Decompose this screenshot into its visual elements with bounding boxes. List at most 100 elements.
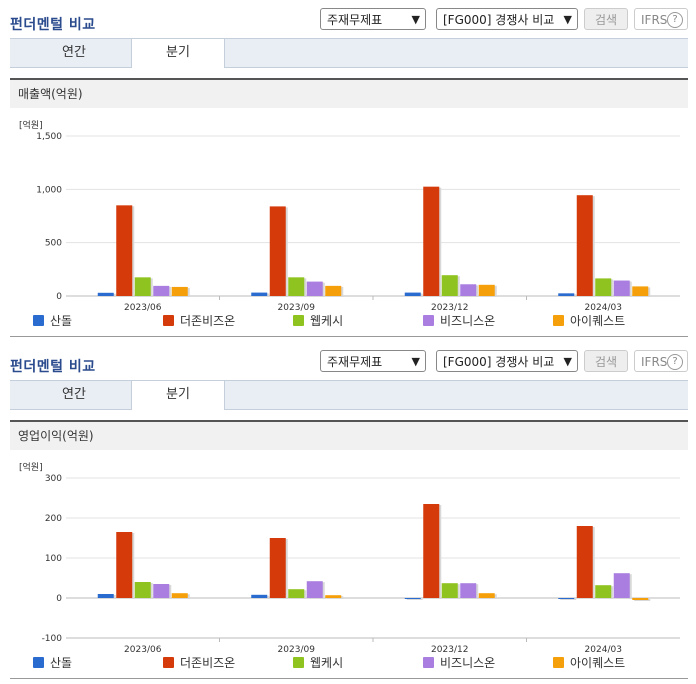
unit-label: [억원] xyxy=(19,121,43,131)
ifrs-button[interactable]: IFRS? xyxy=(634,350,688,372)
period-tabs: 연간 분기 xyxy=(10,38,688,68)
x-tick-label: 2023/06 xyxy=(124,645,162,655)
legend-label: 더존비즈온 xyxy=(180,656,236,670)
legend-item-bizon[interactable]: 비즈니스온 xyxy=(423,655,495,671)
divider xyxy=(10,336,688,337)
bar-1-4 xyxy=(325,285,342,296)
tab-quarterly[interactable]: 분기 xyxy=(131,381,225,410)
y-tick-label: 0 xyxy=(56,594,62,604)
chart-legend: 산돌 더존비즈온 웹케시 비즈니스온 아이퀘스트 xyxy=(0,655,696,671)
search-button[interactable]: 검색 xyxy=(584,350,628,372)
legend-swatch xyxy=(553,315,564,326)
legend-item-sandoll[interactable]: 산돌 xyxy=(33,655,72,671)
y-tick-label: -100 xyxy=(42,634,63,644)
ifrs-label: IFRS xyxy=(641,355,668,369)
legend-label: 비즈니스온 xyxy=(440,656,496,670)
bar-3-2 xyxy=(595,585,612,598)
bar-0-2 xyxy=(134,582,151,598)
bar-2-0 xyxy=(404,292,421,296)
bar-3-3 xyxy=(613,573,630,598)
x-tick-label: 2023/09 xyxy=(278,645,316,655)
bar-2-2 xyxy=(441,275,458,296)
legend-label: 더존비즈온 xyxy=(180,314,236,328)
bar-1-3 xyxy=(306,281,323,296)
legend-swatch xyxy=(33,657,44,668)
peer-group-select-value: [FG000] 경쟁사 비교 xyxy=(443,13,555,27)
tab-quarterly[interactable]: 분기 xyxy=(131,39,225,68)
legend-swatch xyxy=(163,315,174,326)
x-tick-label: 2024/03 xyxy=(585,645,622,655)
legend-item-webcash[interactable]: 웹케시 xyxy=(293,313,343,329)
revenue-bar-chart: 0 500 1,000 1,500 2023/06 2023/09 2023/12 2024/… xyxy=(36,132,680,313)
legend-item-sandoll[interactable]: 산돌 xyxy=(33,313,72,329)
bar-0-0 xyxy=(97,594,114,598)
y-tick-label: 100 xyxy=(45,554,62,564)
chevron-down-icon: ▼ xyxy=(411,13,420,26)
legend-item-douzone[interactable]: 더존비즈온 xyxy=(163,313,235,329)
legend-label: 산돌 xyxy=(50,314,73,328)
legend-swatch xyxy=(423,657,434,668)
tab-annual[interactable]: 연간 xyxy=(62,45,86,60)
bar-3-0 xyxy=(558,293,575,296)
ifrs-label: IFRS xyxy=(641,13,668,27)
legend-label: 아이퀘스트 xyxy=(570,656,626,670)
chevron-down-icon: ▼ xyxy=(411,355,420,368)
y-tick-label: 1,500 xyxy=(36,132,62,142)
statement-select[interactable]: 주재무제표 ▼ xyxy=(320,8,426,30)
legend-label: 웹케시 xyxy=(310,656,344,670)
x-tick-label: 2023/06 xyxy=(124,303,162,313)
unit-label: [억원] xyxy=(19,463,43,473)
bar-2-1 xyxy=(423,186,440,296)
y-tick-label: 500 xyxy=(45,239,62,249)
bar-0-4 xyxy=(171,593,188,598)
peer-group-select[interactable]: [FG000] 경쟁사 비교 ▼ xyxy=(436,8,578,30)
bar-shadow xyxy=(560,599,577,600)
legend-swatch xyxy=(293,315,304,326)
legend-swatch xyxy=(423,315,434,326)
legend-label: 비즈니스온 xyxy=(440,314,496,328)
tab-annual[interactable]: 연간 xyxy=(62,387,86,402)
bar-1-1 xyxy=(269,538,286,598)
statement-select[interactable]: 주재무제표 ▼ xyxy=(320,350,426,372)
legend-item-iquest[interactable]: 아이퀘스트 xyxy=(553,655,625,671)
bar-0-2 xyxy=(134,277,151,296)
bar-3-4 xyxy=(632,598,649,600)
bar-2-4 xyxy=(478,284,495,296)
x-tick-label: 2023/12 xyxy=(431,303,468,313)
legend-swatch xyxy=(163,657,174,668)
chevron-down-icon: ▼ xyxy=(563,355,572,368)
section-header: 매출액(억원) xyxy=(10,78,688,108)
statement-select-value: 주재무제표 xyxy=(327,355,383,369)
bar-0-3 xyxy=(153,285,170,296)
bar-1-2 xyxy=(288,277,305,296)
help-icon[interactable]: ? xyxy=(667,12,683,28)
legend-item-iquest[interactable]: 아이퀘스트 xyxy=(553,313,625,329)
x-tick-label: 2023/12 xyxy=(431,645,468,655)
bar-1-0 xyxy=(251,292,268,296)
x-tick-label: 2024/03 xyxy=(585,303,622,313)
search-button[interactable]: 검색 xyxy=(584,8,628,30)
bar-2-3 xyxy=(460,284,477,296)
bar-0-0 xyxy=(97,292,114,296)
fundamental-panel-revenue: 펀더멘털 비교 주재무제표 ▼ [FG000] 경쟁사 비교 ▼ 검색 IFRS? … xyxy=(0,8,696,337)
bar-3-1 xyxy=(576,195,593,296)
legend-label: 아이퀘스트 xyxy=(570,314,626,328)
legend-item-douzone[interactable]: 더존비즈온 xyxy=(163,655,235,671)
bar-1-0 xyxy=(251,594,268,598)
ifrs-button[interactable]: IFRS? xyxy=(634,8,688,30)
bar-3-4 xyxy=(632,286,649,296)
bar-1-1 xyxy=(269,206,286,296)
y-tick-label: 1,000 xyxy=(36,185,62,195)
y-tick-label: 300 xyxy=(45,474,62,484)
bar-shadow xyxy=(406,599,423,600)
legend-item-bizon[interactable]: 비즈니스온 xyxy=(423,313,495,329)
x-tick-label: 2023/09 xyxy=(278,303,316,313)
help-icon[interactable]: ? xyxy=(667,354,683,370)
bar-2-2 xyxy=(441,583,458,598)
peer-group-select[interactable]: [FG000] 경쟁사 비교 ▼ xyxy=(436,350,578,372)
legend-item-webcash[interactable]: 웹케시 xyxy=(293,655,343,671)
bar-0-1 xyxy=(116,532,133,598)
bar-2-3 xyxy=(460,583,477,598)
panel-title: 펀더멘털 비교 xyxy=(10,17,96,33)
chart-legend: 산돌 더존비즈온 웹케시 비즈니스온 아이퀘스트 xyxy=(0,313,696,329)
